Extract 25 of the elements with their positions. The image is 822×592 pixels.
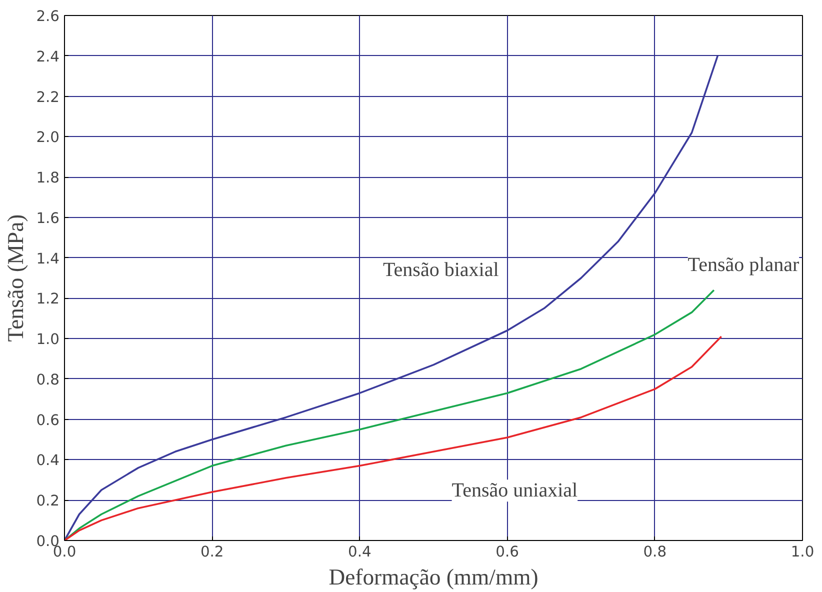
text: Tensão biaxial	[382, 259, 500, 282]
series-label: Tensão uniaxial	[452, 480, 578, 502]
y-tick-label: 1.4	[36, 250, 60, 268]
y-tick-label: 1.0	[36, 331, 60, 348]
x-tick-label: 0.8	[643, 544, 667, 560]
y-tick-label: 1.6	[36, 210, 60, 227]
series-label: Tensão planar	[688, 254, 800, 276]
line-series	[64, 289, 715, 540]
y-tick-label: 2.4	[36, 48, 60, 66]
y-tick-label: 0.8	[36, 371, 60, 388]
x-tick-label: 0.6	[496, 544, 519, 560]
y-tick-label: 1.2	[36, 290, 60, 308]
x-tick-label: 0.4	[348, 544, 372, 560]
y-tick-label: 0.2	[36, 492, 60, 510]
y-tick-label: 2.2	[36, 88, 60, 106]
x-axis-title: Deformação (mm/mm)	[328, 564, 538, 590]
y-tick-label: 2.0	[36, 129, 60, 146]
y-tick-label: 1.8	[36, 170, 60, 187]
x-tick-label: 1.0	[790, 544, 814, 560]
x-tick-label: 0.2	[200, 544, 224, 560]
y-tick-label: 0.6	[36, 412, 60, 429]
y-axis-title: Tensão (MPa)	[3, 214, 28, 342]
line-series	[64, 336, 722, 540]
y-tick-label: 0.4	[36, 452, 60, 470]
y-tick-label: 2.6	[36, 8, 60, 25]
